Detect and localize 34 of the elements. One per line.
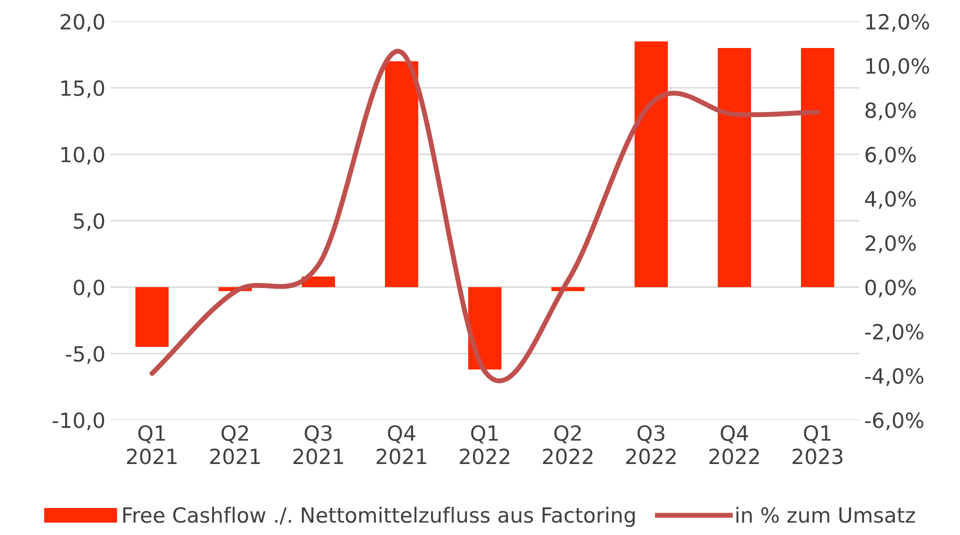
y2-tick-label: 10,0% [866,58,930,76]
bar [135,287,169,347]
y-tick-label: 0,0 [74,280,104,298]
y-tick-label: 10,0 [61,146,104,165]
x-tick-label: Q2 2022 [543,425,592,464]
y-tick-label: -10,0 [52,412,104,430]
y2-tick-label: 12,0% [866,14,930,32]
x-tick-label: Q4 2022 [709,425,759,464]
y2-tick-label: 6,0% [866,146,916,165]
bar [718,48,752,288]
legend-label: in % zum Umsatz [736,506,915,523]
bar [800,48,834,288]
y-tick-label: 15,0 [61,80,104,98]
x-tick-label: Q3 2021 [293,425,343,464]
y-tick-label: -5,0 [66,346,104,364]
x-tick-label: Q1 2023 [792,425,842,464]
bar [468,287,502,370]
y2-tick-label: 4,0% [865,190,916,209]
legend-label: Free Cashflow ./. Nettomittelzufluss aus Factoring [123,506,635,527]
bar [634,41,668,288]
bar [384,61,418,288]
x-tick-label: Q1 2022 [460,425,510,464]
x-tick-label: Q3 2022 [626,425,676,464]
y-tick-label: 5,0 [74,213,104,232]
y-tick-label: 20,0 [60,14,104,32]
y2-tick-label: -2,0% [865,324,924,342]
x-tick-label: Q4 2021 [376,425,426,464]
x-tick-label: Q2 2021 [210,425,260,464]
y2-tick-label: -4,0% [865,368,924,386]
x-tick-label: Q1 2021 [127,425,177,464]
y2-tick-label: 0,0% [865,280,916,298]
y2-tick-label: 2,0% [866,235,916,254]
y2-tick-label: -6,0% [865,412,924,430]
y2-tick-label: 8,0% [865,102,916,120]
